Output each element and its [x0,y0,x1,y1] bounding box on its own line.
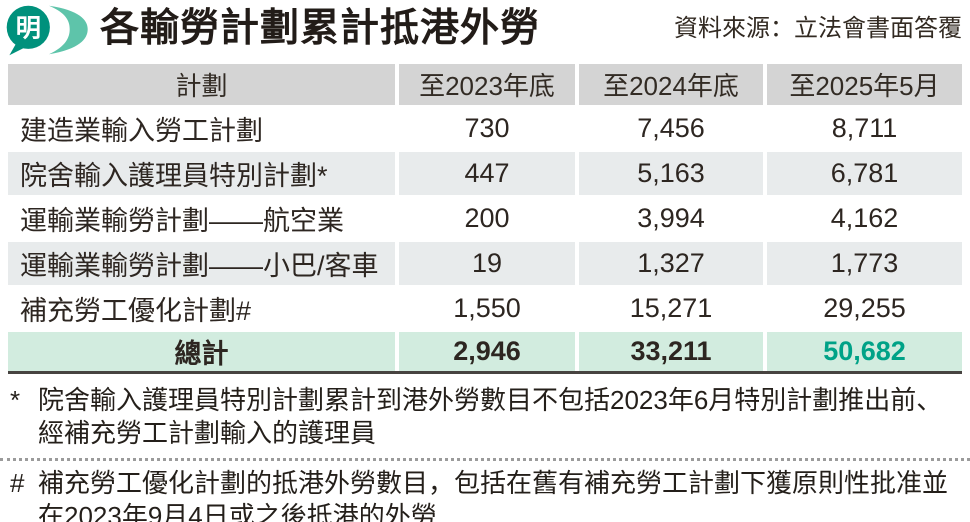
plan-name-cell: 院舍輸入護理員特別計劃* [8,152,395,195]
column-header-2024: 至2024年底 [579,64,763,105]
value-2024-cell: 1,327 [579,242,763,285]
footnote-asterisk: * 院舍輸入護理員特別計劃累計到港外勞數目不包括2023年6月特別計劃推出前、經… [0,382,970,452]
table-row-supplementary-labour: 補充勞工優化計劃# 1,550 15,271 29,255 [8,287,962,330]
total-row: 總計 2,946 33,211 50,682 [8,332,962,371]
column-header-2023: 至2023年底 [399,64,575,105]
footnote-marker: # [10,468,25,498]
dotted-divider [0,458,970,461]
source-note: 資料來源：立法會書面答覆 [674,15,962,42]
plan-name-cell: 建造業輸入勞工計劃 [8,107,395,150]
value-2025-cell: 29,255 [767,287,962,330]
footnote-marker: * [10,385,21,415]
value-2024-cell: 7,456 [579,107,763,150]
value-2023-cell: 200 [399,197,575,240]
logo-glyph: 明 [16,14,41,42]
masthead: 明 各輸勞計劃累計抵港外勞 資料來源：立法會書面答覆 [0,0,970,60]
mingpao-logo: 明 [4,2,94,58]
column-header-2025: 至2025年5月 [767,64,962,105]
total-value-2023: 2,946 [399,332,575,371]
plan-name-cell: 運輸業輸勞計劃——小巴/客車 [8,242,395,285]
value-2025-cell: 4,162 [767,197,962,240]
value-2025-cell: 1,773 [767,242,962,285]
value-2025-cell: 8,711 [767,107,962,150]
table-row-aviation: 運輸業輸勞計劃——航空業 200 3,994 4,162 [8,197,962,240]
table-row-construction: 建造業輸入勞工計劃 730 7,456 8,711 [8,107,962,150]
value-2024-cell: 15,271 [579,287,763,330]
value-2024-cell: 5,163 [579,152,763,195]
footnote-hash: # 補充勞工優化計劃的抵港外勞數目，包括在舊有補充勞工計劃下獲原則性批准並在20… [0,465,970,522]
footnote-text: 院舍輸入護理員特別計劃累計到港外勞數目不包括2023年6月特別計劃推出前、經補充… [38,385,943,448]
value-2023-cell: 1,550 [399,287,575,330]
table-row-care-homes: 院舍輸入護理員特別計劃* 447 5,163 6,781 [8,152,962,195]
value-2023-cell: 447 [399,152,575,195]
total-label: 總計 [8,332,395,371]
value-2023-cell: 730 [399,107,575,150]
value-2025-cell: 6,781 [767,152,962,195]
plan-name-cell: 補充勞工優化計劃# [8,287,395,330]
value-2023-cell: 19 [399,242,575,285]
plan-name-cell: 運輸業輸勞計劃——航空業 [8,197,395,240]
value-2024-cell: 3,994 [579,197,763,240]
table-row-minibus-coach: 運輸業輸勞計劃——小巴/客車 19 1,327 1,773 [8,242,962,285]
mingpao-logo-icon: 明 [6,5,88,56]
table-header-row: 計劃 至2023年底 至2024年底 至2025年5月 [8,64,962,105]
column-header-plan: 計劃 [8,64,395,105]
page-title: 各輸勞計劃累計抵港外勞 [100,7,541,50]
summary-table: 計劃 至2023年底 至2024年底 至2025年5月 建造業輸入勞工計劃 73… [8,64,962,374]
footnotes: * 院舍輸入護理員特別計劃累計到港外勞數目不包括2023年6月特別計劃推出前、經… [0,382,970,522]
footnote-text: 補充勞工優化計劃的抵港外勞數目，包括在舊有補充勞工計劃下獲原則性批准並在2023… [38,468,949,522]
total-value-2025: 50,682 [767,332,962,371]
total-value-2024: 33,211 [579,332,763,371]
